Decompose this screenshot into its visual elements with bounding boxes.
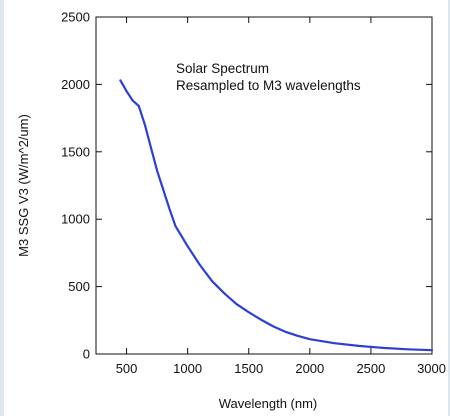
y-tick-label: 2000 <box>61 77 90 92</box>
plot-area: 0 500 1000 1500 2000 2500 500 1000 1500 2000 2500… <box>61 10 446 377</box>
x-tick-label: 500 <box>116 361 138 376</box>
y-axis-title: M3 SSG V3 (W/m^2/um) <box>16 114 31 257</box>
y-tick-label: 1500 <box>61 144 90 159</box>
series-line <box>119 79 434 352</box>
y-tick-label: 1000 <box>61 212 90 227</box>
x-tick-label: 3000 <box>417 361 446 376</box>
x-tick-label: 2000 <box>295 361 324 376</box>
y-tick-label: 0 <box>83 347 90 362</box>
y-tick-label: 2500 <box>61 10 90 25</box>
x-axis-title: Wavelength (nm) <box>219 396 318 411</box>
x-tick-label: 2500 <box>356 361 385 376</box>
y-axis: 0 500 1000 1500 2000 2500 <box>61 10 432 362</box>
series-group <box>119 79 434 352</box>
x-tick-label: 1000 <box>173 361 202 376</box>
plot-frame <box>95 16 433 355</box>
x-axis: 500 1000 1500 2000 2500 3000 <box>116 17 446 376</box>
y-tick-label: 500 <box>68 279 90 294</box>
annotation-line-2: Resampled to M3 wavelengths <box>176 78 361 93</box>
x-tick-label: 1500 <box>234 361 263 376</box>
annotation-line-1: Solar Spectrum <box>176 61 269 76</box>
